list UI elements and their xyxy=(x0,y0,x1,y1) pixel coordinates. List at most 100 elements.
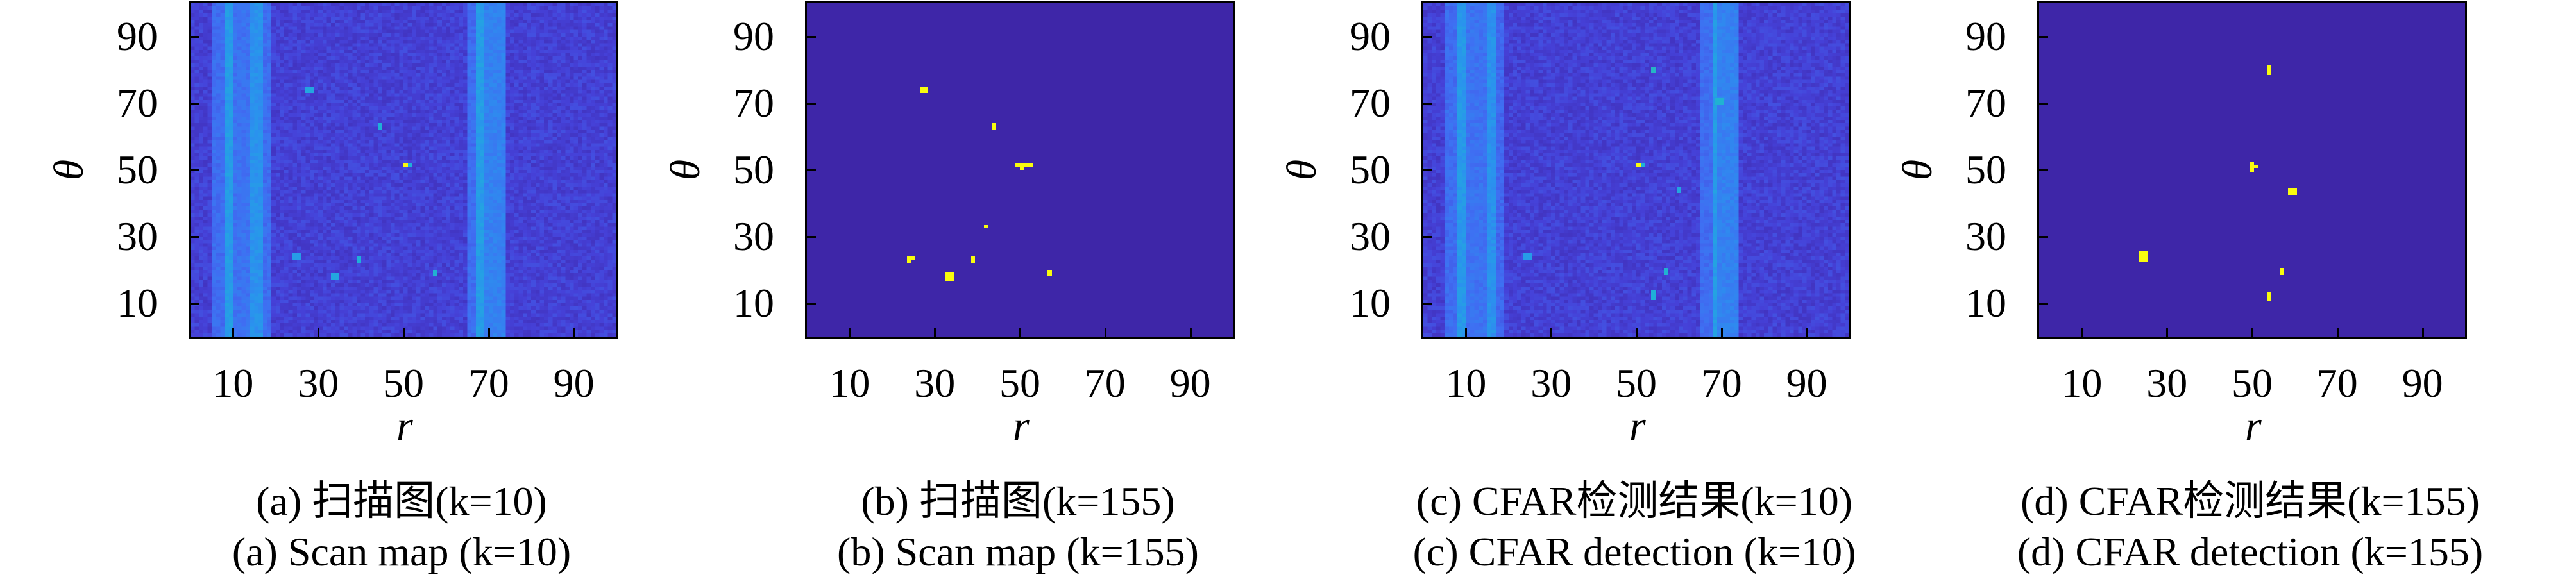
x-tick-mark xyxy=(1636,328,1638,337)
x-tick-label: 50 xyxy=(1616,360,1657,406)
heatmap-background xyxy=(1423,3,1849,337)
panel-b: 10 30 50 70 90 10 30 50 70 90 r θ (b) 扫描图(k=155) (b) … xyxy=(616,0,1258,577)
y-tick-label: 50 xyxy=(1965,147,2006,192)
y-tick-label: 10 xyxy=(1350,280,1391,326)
x-tick-label: 50 xyxy=(999,360,1040,406)
y-tick-mark xyxy=(807,303,816,305)
y-tick-label: 70 xyxy=(1350,80,1391,126)
heatmap-target-7 xyxy=(433,270,438,277)
heatmap-target-2 xyxy=(403,163,408,167)
x-axis-title: r xyxy=(1013,403,1030,449)
x-tick-label: 90 xyxy=(1169,360,1211,406)
x-axis-title: r xyxy=(2245,403,2262,449)
x-tick-label: 30 xyxy=(914,360,956,406)
heatmap-target-4 xyxy=(983,224,988,228)
heatmap-background xyxy=(807,3,1233,337)
heatmap-target-1 xyxy=(992,123,997,130)
y-tick-mark xyxy=(191,169,199,171)
heatmap-target-2 xyxy=(1636,163,1641,167)
caption-english: (b) Scan map (k=155) xyxy=(837,529,1199,574)
x-tick-mark xyxy=(1019,328,1021,337)
x-tick-mark xyxy=(403,328,405,337)
y-tick-mark xyxy=(1423,169,1432,171)
x-tick-label: 70 xyxy=(2316,360,2358,406)
x-tick-label: 10 xyxy=(2061,360,2103,406)
caption-chinese: (d) CFAR检测结果(k=155) xyxy=(2021,478,2480,524)
heatmap-plot-area xyxy=(805,1,1235,339)
heatmap-target-4 xyxy=(1677,187,1681,194)
x-axis-title: r xyxy=(1629,403,1646,449)
y-tick-mark xyxy=(807,169,816,171)
y-tick-mark xyxy=(1423,36,1432,38)
y-tick-label: 10 xyxy=(733,280,774,326)
caption-chinese: (a) 扫描图(k=10) xyxy=(256,478,547,524)
y-tick-mark xyxy=(191,303,199,305)
x-tick-mark xyxy=(1104,328,1106,337)
x-tick-mark xyxy=(2081,328,2083,337)
x-tick-label: 30 xyxy=(298,360,339,406)
x-tick-label: 90 xyxy=(2402,360,2443,406)
heatmap-target-9 xyxy=(1047,270,1052,277)
y-tick-mark xyxy=(191,236,199,238)
heatmap-plot-area xyxy=(1421,1,1851,339)
caption-english: (d) CFAR detection (k=155) xyxy=(2017,529,2484,574)
x-tick-mark xyxy=(849,328,851,337)
x-tick-label: 10 xyxy=(212,360,254,406)
heatmap-target-5 xyxy=(2280,268,2284,275)
heatmap-target-2 xyxy=(2254,165,2258,169)
heatmap-target-1 xyxy=(1715,98,1724,105)
x-tick-label: 30 xyxy=(2146,360,2188,406)
caption-english: (a) Scan map (k=10) xyxy=(232,529,572,574)
panel-d: 10 30 50 70 90 10 30 50 70 90 r θ (d) CFAR检测结果(k=155… xyxy=(1849,0,2490,577)
x-tick-mark xyxy=(2336,328,2339,337)
y-tick-mark xyxy=(191,103,199,105)
heatmap-target-3 xyxy=(1640,163,1645,167)
y-tick-mark xyxy=(1423,103,1432,105)
x-tick-mark xyxy=(1720,328,1723,337)
y-tick-label: 90 xyxy=(117,13,158,59)
y-tick-mark xyxy=(807,36,816,38)
y-tick-mark xyxy=(1423,303,1432,305)
y-axis-title: θ xyxy=(1278,159,1326,181)
y-tick-label: 30 xyxy=(1350,213,1391,259)
x-tick-label: 10 xyxy=(1445,360,1487,406)
y-tick-label: 90 xyxy=(733,13,774,59)
heatmap-target-5 xyxy=(331,273,340,280)
y-tick-mark xyxy=(2039,103,2048,105)
y-tick-mark xyxy=(2039,303,2048,305)
y-tick-mark xyxy=(807,103,816,105)
x-tick-label: 90 xyxy=(1786,360,1827,406)
x-tick-mark xyxy=(1465,328,1468,337)
y-tick-label: 10 xyxy=(117,280,158,326)
heatmap-target-6 xyxy=(2267,291,2271,302)
heatmap-target-6 xyxy=(907,260,911,263)
x-tick-label: 30 xyxy=(1530,360,1572,406)
y-tick-label: 50 xyxy=(1350,147,1391,192)
heatmap-target-4 xyxy=(292,253,301,260)
y-tick-label: 30 xyxy=(733,213,774,259)
x-tick-label: 70 xyxy=(1700,360,1742,406)
heatmap-target-0 xyxy=(919,87,929,94)
heatmap-target-5 xyxy=(1523,253,1532,260)
heatmap-target-3 xyxy=(2288,188,2297,195)
y-axis-title: θ xyxy=(1894,159,1942,181)
y-axis-title: θ xyxy=(46,159,93,181)
x-tick-mark xyxy=(1550,328,1553,337)
heatmap-target-3 xyxy=(407,163,412,167)
y-tick-label: 10 xyxy=(1965,280,2006,326)
x-tick-mark xyxy=(2251,328,2253,337)
y-tick-mark xyxy=(2039,236,2048,238)
y-tick-label: 70 xyxy=(1965,80,2006,126)
heatmap-target-1 xyxy=(2250,162,2255,172)
heatmap-target-3 xyxy=(1020,166,1024,170)
heatmap-background xyxy=(191,3,616,337)
y-tick-mark xyxy=(807,236,816,238)
y-tick-label: 70 xyxy=(117,80,158,126)
x-tick-label: 50 xyxy=(383,360,424,406)
x-tick-mark xyxy=(318,328,320,337)
x-tick-mark xyxy=(573,328,575,337)
heatmap-target-0 xyxy=(2267,65,2271,75)
y-tick-label: 50 xyxy=(117,147,158,192)
y-tick-mark xyxy=(191,36,199,38)
x-tick-mark xyxy=(1189,328,1192,337)
